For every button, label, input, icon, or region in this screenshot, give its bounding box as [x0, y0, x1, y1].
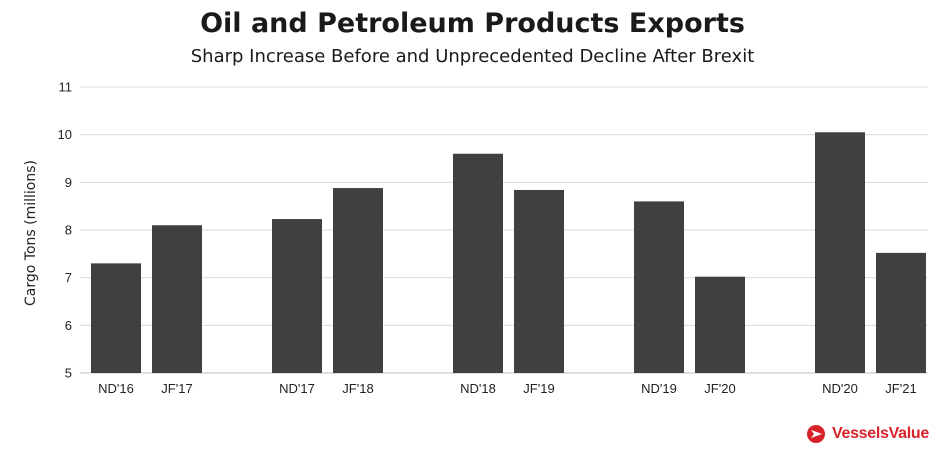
y-tick-label: 6 — [65, 318, 72, 333]
bar — [91, 263, 141, 373]
gridlines — [80, 86, 928, 374]
y-tick-label: 10 — [58, 127, 72, 142]
y-tick-label: 9 — [65, 175, 72, 190]
y-tick-label: 7 — [65, 270, 72, 285]
bar — [634, 201, 684, 373]
x-axis-ticks: ND'16 JF'17 ND'17 JF'18 ND'18 JF'19 ND'19 JF'20… — [98, 381, 917, 396]
bar — [333, 188, 383, 373]
x-tick-label: ND'16 — [98, 381, 134, 396]
y-tick-label: 11 — [59, 80, 73, 95]
x-tick-label: ND'18 — [460, 381, 496, 396]
chart-title: Oil and Petroleum Products Exports — [200, 8, 745, 39]
bar — [152, 225, 202, 373]
y-axis-label: Cargo Tons (millions) — [23, 160, 39, 306]
y-axis-ticks: 5 6 7 8 9 10 11 — [58, 80, 72, 381]
y-tick-label: 5 — [65, 366, 72, 381]
bar — [514, 189, 564, 373]
vesselsvalue-logo: VesselsValue — [806, 424, 929, 444]
bar — [695, 276, 745, 373]
y-tick-label: 8 — [65, 223, 72, 238]
bar — [272, 219, 322, 373]
chart-subtitle: Sharp Increase Before and Unprecedented … — [190, 46, 755, 67]
x-tick-label: ND'17 — [279, 381, 315, 396]
x-tick-label: JF'17 — [161, 381, 192, 396]
bar — [876, 252, 926, 373]
x-tick-label: ND'19 — [641, 381, 677, 396]
x-tick-label: JF'21 — [885, 381, 916, 396]
x-tick-label: JF'18 — [342, 381, 373, 396]
bars — [91, 132, 926, 373]
x-tick-label: JF'20 — [704, 381, 735, 396]
x-tick-label: JF'19 — [523, 381, 554, 396]
x-tick-label: ND'20 — [822, 381, 858, 396]
bar — [453, 153, 503, 373]
vesselsvalue-logo-text: VesselsValue — [832, 425, 929, 442]
bar — [815, 132, 865, 373]
vesselsvalue-logo-icon — [807, 425, 825, 443]
